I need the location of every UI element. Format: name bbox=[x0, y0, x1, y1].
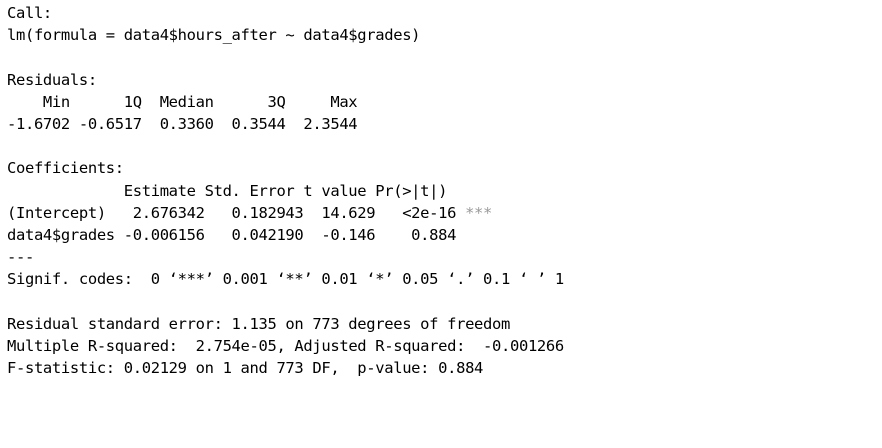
blank-line bbox=[7, 46, 882, 68]
residual-standard-error: Residual standard error: 1.135 on 773 de… bbox=[7, 314, 510, 333]
coef-row-intercept: (Intercept) 2.676342 0.182943 14.629 <2e… bbox=[7, 202, 882, 224]
coef-row-intercept-text: (Intercept) 2.676342 0.182943 14.629 <2e… bbox=[7, 203, 466, 222]
residuals-values: -1.6702 -0.6517 0.3360 0.3544 2.3544 bbox=[7, 114, 367, 133]
call-formula: lm(formula = data4$hours_after ~ data4$g… bbox=[7, 26, 421, 45]
coefficients-header: Coefficients: bbox=[7, 159, 124, 178]
f-statistic-line: F-statistic: 0.02129 on 1 and 773 DF, p-… bbox=[7, 359, 484, 377]
coef-column-headers: Estimate Std. Error t value Pr(>|t|) bbox=[7, 181, 484, 200]
coef-row-grades: data4$grades -0.006156 0.042190 -0.146 0… bbox=[7, 225, 493, 244]
blank-line bbox=[7, 290, 882, 312]
separator-line: --- bbox=[7, 248, 34, 267]
call-header: Call: bbox=[7, 4, 52, 22]
r-squared-line: Multiple R-squared: 2.754e-05, Adjusted … bbox=[7, 336, 573, 355]
residuals-labels: Min 1Q Median 3Q Max bbox=[7, 92, 367, 111]
residuals-header: Residuals: bbox=[7, 70, 97, 89]
blank-line bbox=[7, 135, 882, 157]
signif-codes: Signif. codes: 0 ‘***’ 0.001 ‘**’ 0.01 ‘… bbox=[7, 270, 564, 289]
significance-stars: *** bbox=[465, 203, 493, 222]
